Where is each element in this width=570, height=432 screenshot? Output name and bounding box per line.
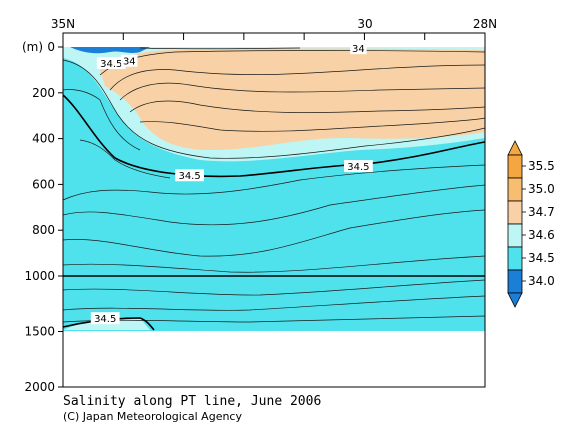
colorbar-swatch-5	[507, 246, 523, 271]
contour-line-16	[79, 139, 171, 179]
colorbar-bottom-arrow	[507, 292, 523, 308]
contour-line-3	[109, 64, 486, 91]
x-tick-label-30: 30	[357, 17, 372, 31]
colorbar-swatch-3	[507, 200, 523, 225]
y-unit-label: (m)	[22, 40, 43, 54]
contour-label-bg-4	[175, 169, 204, 182]
contour-label-bg-5	[344, 160, 373, 173]
x-tick-label-35n: 35N	[51, 17, 75, 31]
contour-line-11	[62, 279, 486, 296]
contour-label-bg-6	[90, 312, 120, 325]
y-tick-label-400: 400	[32, 132, 55, 146]
field-warm-tongue	[100, 48, 485, 150]
colorbar-label-3: 34.7	[528, 205, 555, 219]
contour-line-10	[62, 255, 486, 273]
contour-line-5	[129, 100, 486, 113]
contour-line-9	[62, 209, 486, 257]
contour-line-4	[119, 82, 486, 101]
y-tick-label-600: 600	[32, 177, 55, 191]
contour-line-1	[62, 59, 486, 159]
plot-frame	[62, 32, 486, 388]
contour-line-13	[62, 315, 486, 323]
colorbar-label-4: 34.6	[528, 228, 555, 242]
chart-title: Salinity along PT line, June 2006	[63, 394, 322, 409]
contour-label-bg-2	[96, 57, 126, 70]
contour-line-14	[139, 47, 301, 50]
y-tick-label-0: 0	[47, 40, 55, 54]
field-surface-fresh	[70, 47, 150, 54]
colorbar-swatch-2	[507, 177, 523, 202]
colorbar-label-6: 34.0	[528, 274, 555, 288]
contour-line-7	[62, 164, 486, 201]
contour-lines	[62, 47, 486, 331]
contour-label-2: 34.5	[100, 59, 122, 70]
contour-label-bg-3	[121, 54, 138, 67]
y-ticks: 0 200 400 600 800 1000 1500 2000	[24, 40, 63, 394]
y-tick-label-1000: 1000	[24, 269, 55, 283]
colorbar-swatch-1	[507, 154, 523, 179]
contour-line-8	[62, 184, 486, 226]
contour-line-6	[139, 117, 486, 132]
colorbar-swatch-6	[507, 269, 523, 294]
field-no-data	[63, 332, 485, 387]
colorbar: 35.5 35.0 34.7 34.6 34.5 34.0	[507, 140, 555, 308]
colorbar-label-5: 34.5	[528, 251, 555, 265]
x-tick-label-28n: 28N	[473, 17, 497, 31]
credit-line: (C) Japan Meteorological Agency	[63, 410, 242, 423]
contour-label-3: 34	[123, 57, 136, 68]
contour-line-12	[62, 295, 486, 311]
colorbar-top-arrow	[507, 140, 523, 156]
contour-345-thick	[62, 94, 486, 178]
y-tick-label-1500: 1500	[24, 325, 55, 339]
contour-label-4: 34.5	[178, 171, 200, 182]
y-tick-label-2000: 2000	[24, 380, 55, 394]
contour-line-15	[62, 89, 141, 151]
contour-label-1: 34	[352, 44, 365, 55]
colorbar-label-1: 35.5	[528, 159, 555, 173]
contour-label-5: 34.5	[347, 162, 369, 173]
y-tick-label-200: 200	[32, 86, 55, 100]
contour-345-deep-thick	[62, 317, 155, 331]
colorbar-label-2: 35.0	[528, 182, 555, 196]
salinity-fields	[63, 47, 485, 387]
colorbar-swatch-4	[507, 223, 523, 248]
contour-label-6: 34.5	[94, 314, 116, 325]
contour-label-bg-1	[350, 42, 367, 55]
y-tick-label-800: 800	[32, 223, 55, 237]
x-ticks	[62, 33, 486, 40]
